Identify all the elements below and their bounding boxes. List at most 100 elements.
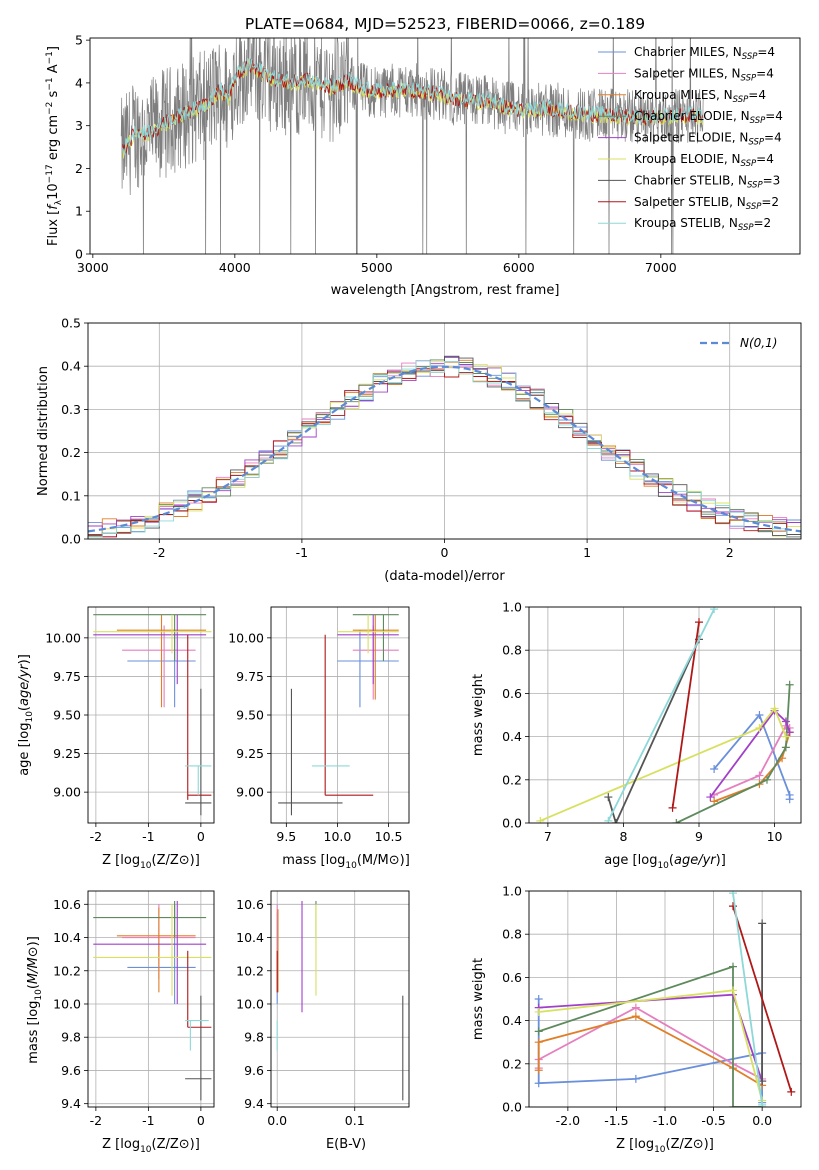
y-tick-label: 10.4 [236, 930, 264, 945]
point-chabrier_elodie [93, 614, 207, 661]
series-marker [729, 1103, 737, 1107]
axes-frame [528, 890, 802, 1108]
y-tick-label: 0.0 [502, 1100, 522, 1115]
legend-text: Salpeter ELODIE, N [634, 131, 748, 145]
legend-text: Chabrier ELODIE, N [634, 109, 750, 123]
series-marker [534, 995, 543, 1003]
label-part: s [46, 90, 61, 101]
label-part: age/yr [17, 663, 32, 706]
series-chabrier_elodie [672, 680, 794, 823]
point-chabrier_elodie [352, 614, 399, 661]
x-tick-label: 0.0 [752, 1113, 772, 1128]
y-tick-label: 9.4 [61, 1096, 81, 1111]
x-tick-label: 7 [544, 829, 552, 844]
label-part: mass [log [26, 1001, 41, 1064]
legend-subscript: SSP [750, 116, 766, 126]
series-marker [695, 618, 703, 627]
label-part: Z [log [616, 1137, 654, 1152]
x-tick-label: 4000 [219, 260, 251, 275]
mass_vs_Z-plot-area [93, 900, 212, 1101]
y-tick-label: 0.2 [502, 772, 522, 787]
y-tick-label: 9.50 [236, 708, 264, 723]
y-tick-label: 3 [75, 118, 83, 133]
series-marker [755, 723, 764, 732]
point-kroupa_stelib [185, 765, 212, 796]
y-tick-label: 0.4 [502, 1013, 522, 1028]
y-tick-label: 9.75 [236, 669, 264, 684]
label-part: ] [46, 46, 61, 51]
label-part: Flux [ [46, 210, 61, 246]
label-part: (M/M⊙)] [357, 853, 410, 868]
legend-text: Chabrier MILES, N [634, 45, 742, 59]
series-chabrier_miles [710, 711, 794, 804]
legend-text: Salpeter STELIB, N [634, 195, 746, 209]
weight_vs_Z-plot-area [534, 891, 796, 1107]
legend-text: =2 [761, 195, 779, 209]
y-tick-label: 0.4 [502, 729, 522, 744]
label-part: 10 [34, 989, 44, 1001]
axes-frame [87, 322, 802, 540]
y-tick-label: 10.6 [236, 897, 264, 912]
label-part: 10 [46, 183, 61, 200]
label-subscript: 10 [654, 1145, 666, 1155]
residuals-panel: -2 -1 0 1 2 0.0 0.1 0.2 0.3 0.4 0.5 (data-model)/er… [36, 316, 802, 584]
point-salpeter_stelib [187, 950, 212, 1028]
age_vs_Z-plot-area [93, 614, 212, 816]
point-salpeter_stelib [324, 634, 374, 796]
series-marker [710, 765, 719, 773]
point-chabrier_stelib [185, 688, 212, 816]
y-axis-label: mass [log10(M/M⊙)] [26, 936, 44, 1064]
series-line [732, 893, 763, 1105]
legend-text: =2 [754, 216, 772, 230]
series-marker [534, 1027, 543, 1036]
label-part: (Z/Z⊙)] [666, 1137, 714, 1152]
y-tick-label: 0.8 [502, 927, 522, 942]
y-tick-label: 4 [75, 75, 83, 90]
y-tick-label: 9.00 [53, 785, 81, 800]
label-part: M/M⊙ [26, 946, 41, 984]
label-subscript: 10 [140, 861, 152, 871]
series-line [671, 621, 700, 809]
y-tick-label: 2 [75, 161, 83, 176]
y-tick-label: 0.0 [502, 816, 522, 831]
series-line [539, 706, 787, 822]
legend-entry-chabrier_elodie: Chabrier ELODIE, NSSP=4 [634, 109, 783, 126]
x-axis-label: Z [log10(Z/Z⊙)] [102, 853, 200, 871]
series-marker [763, 775, 771, 784]
x-tick-label: -2 [90, 829, 102, 844]
x-tick-label: -1 [296, 545, 308, 560]
histogram-salpeter_stelib [88, 368, 801, 538]
label-part: −2 [45, 102, 55, 115]
point-kroupa_miles [116, 614, 207, 708]
series-marker [604, 816, 613, 823]
x-axis-label: E(B-V) [326, 1137, 366, 1152]
y-tick-label: 10.2 [53, 963, 81, 978]
legend-subscript: SSP [741, 73, 757, 83]
y-tick-label: 9.8 [244, 1030, 264, 1045]
x-tick-label: 0 [441, 545, 449, 560]
legend-subscript: SSP [748, 138, 764, 148]
x-tick-label: -0.5 [701, 1113, 725, 1128]
label-part: )] [17, 654, 32, 664]
label-part: 10 [657, 861, 669, 871]
y-tick-label: 9.75 [53, 669, 81, 684]
axes-frame [528, 606, 802, 824]
point-kroupa_miles [116, 907, 196, 993]
series-marker [631, 1003, 640, 1012]
x-tick-label: -2 [153, 545, 165, 560]
y-tick-label: 10.00 [228, 630, 264, 645]
y-tick-label: 10.4 [53, 930, 81, 945]
label-part: age/yr [674, 853, 717, 868]
legend-subscript: SSP [746, 202, 762, 212]
x-tick-label: 10.0 [324, 829, 352, 844]
x-tick-label: 0.1 [345, 1113, 365, 1128]
series-chabrier_stelib [758, 919, 767, 1086]
x-tick-label: -1.5 [604, 1113, 628, 1128]
y-tick-label: 10.6 [53, 897, 81, 912]
legend-text: =3 [763, 173, 781, 187]
series-marker [534, 1038, 543, 1047]
legend-text: =4 [764, 131, 782, 145]
